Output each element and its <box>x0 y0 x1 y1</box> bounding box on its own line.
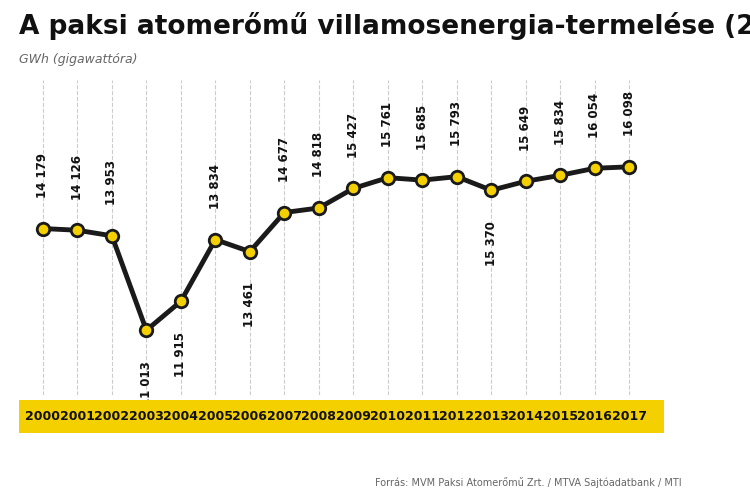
Text: 2004: 2004 <box>164 410 198 423</box>
Text: 2002: 2002 <box>94 410 130 423</box>
Text: 2003: 2003 <box>129 410 164 423</box>
Text: 2013: 2013 <box>474 410 508 423</box>
Text: 14 818: 14 818 <box>312 132 326 178</box>
Text: 2005: 2005 <box>198 410 232 423</box>
Text: 15 427: 15 427 <box>346 113 360 158</box>
Text: Forrás: MVM Paksi Atomerőmű Zrt. / MTVA Sajtóadatbank / MTI: Forrás: MVM Paksi Atomerőmű Zrt. / MTVA … <box>375 476 682 488</box>
Text: 2009: 2009 <box>336 410 370 423</box>
Text: 2015: 2015 <box>543 410 578 423</box>
Text: 2011: 2011 <box>405 410 439 423</box>
Text: 15 649: 15 649 <box>519 106 532 150</box>
Text: 15 834: 15 834 <box>554 100 567 145</box>
Text: 13 461: 13 461 <box>243 282 256 327</box>
Text: 15 370: 15 370 <box>484 221 498 266</box>
Text: A paksi atomerőmű villamosenergia-termelése (2000–2017): A paksi atomerőmű villamosenergia-termel… <box>19 12 750 40</box>
Text: 14 179: 14 179 <box>37 153 50 198</box>
Text: 2014: 2014 <box>509 410 543 423</box>
Text: 15 685: 15 685 <box>416 104 429 150</box>
Text: 2001: 2001 <box>60 410 95 423</box>
Text: 2010: 2010 <box>370 410 405 423</box>
Text: 2016: 2016 <box>578 410 612 423</box>
Text: 2000: 2000 <box>26 410 61 423</box>
Text: 11 915: 11 915 <box>174 332 188 377</box>
Text: 13 834: 13 834 <box>209 164 222 209</box>
Text: 2006: 2006 <box>232 410 267 423</box>
Text: 2008: 2008 <box>302 410 336 423</box>
Text: 14 126: 14 126 <box>71 154 84 200</box>
Text: 2017: 2017 <box>612 410 646 423</box>
Text: 11 013: 11 013 <box>140 361 153 406</box>
Text: GWh (gigawattóra): GWh (gigawattóra) <box>19 52 137 66</box>
Text: 2007: 2007 <box>267 410 302 423</box>
Text: 16 054: 16 054 <box>588 92 602 138</box>
Text: 13 953: 13 953 <box>106 160 118 205</box>
Text: 2012: 2012 <box>440 410 474 423</box>
Text: 16 098: 16 098 <box>622 91 636 136</box>
Text: 15 793: 15 793 <box>450 101 464 146</box>
Text: 15 761: 15 761 <box>381 102 394 147</box>
Text: 14 677: 14 677 <box>278 137 291 182</box>
